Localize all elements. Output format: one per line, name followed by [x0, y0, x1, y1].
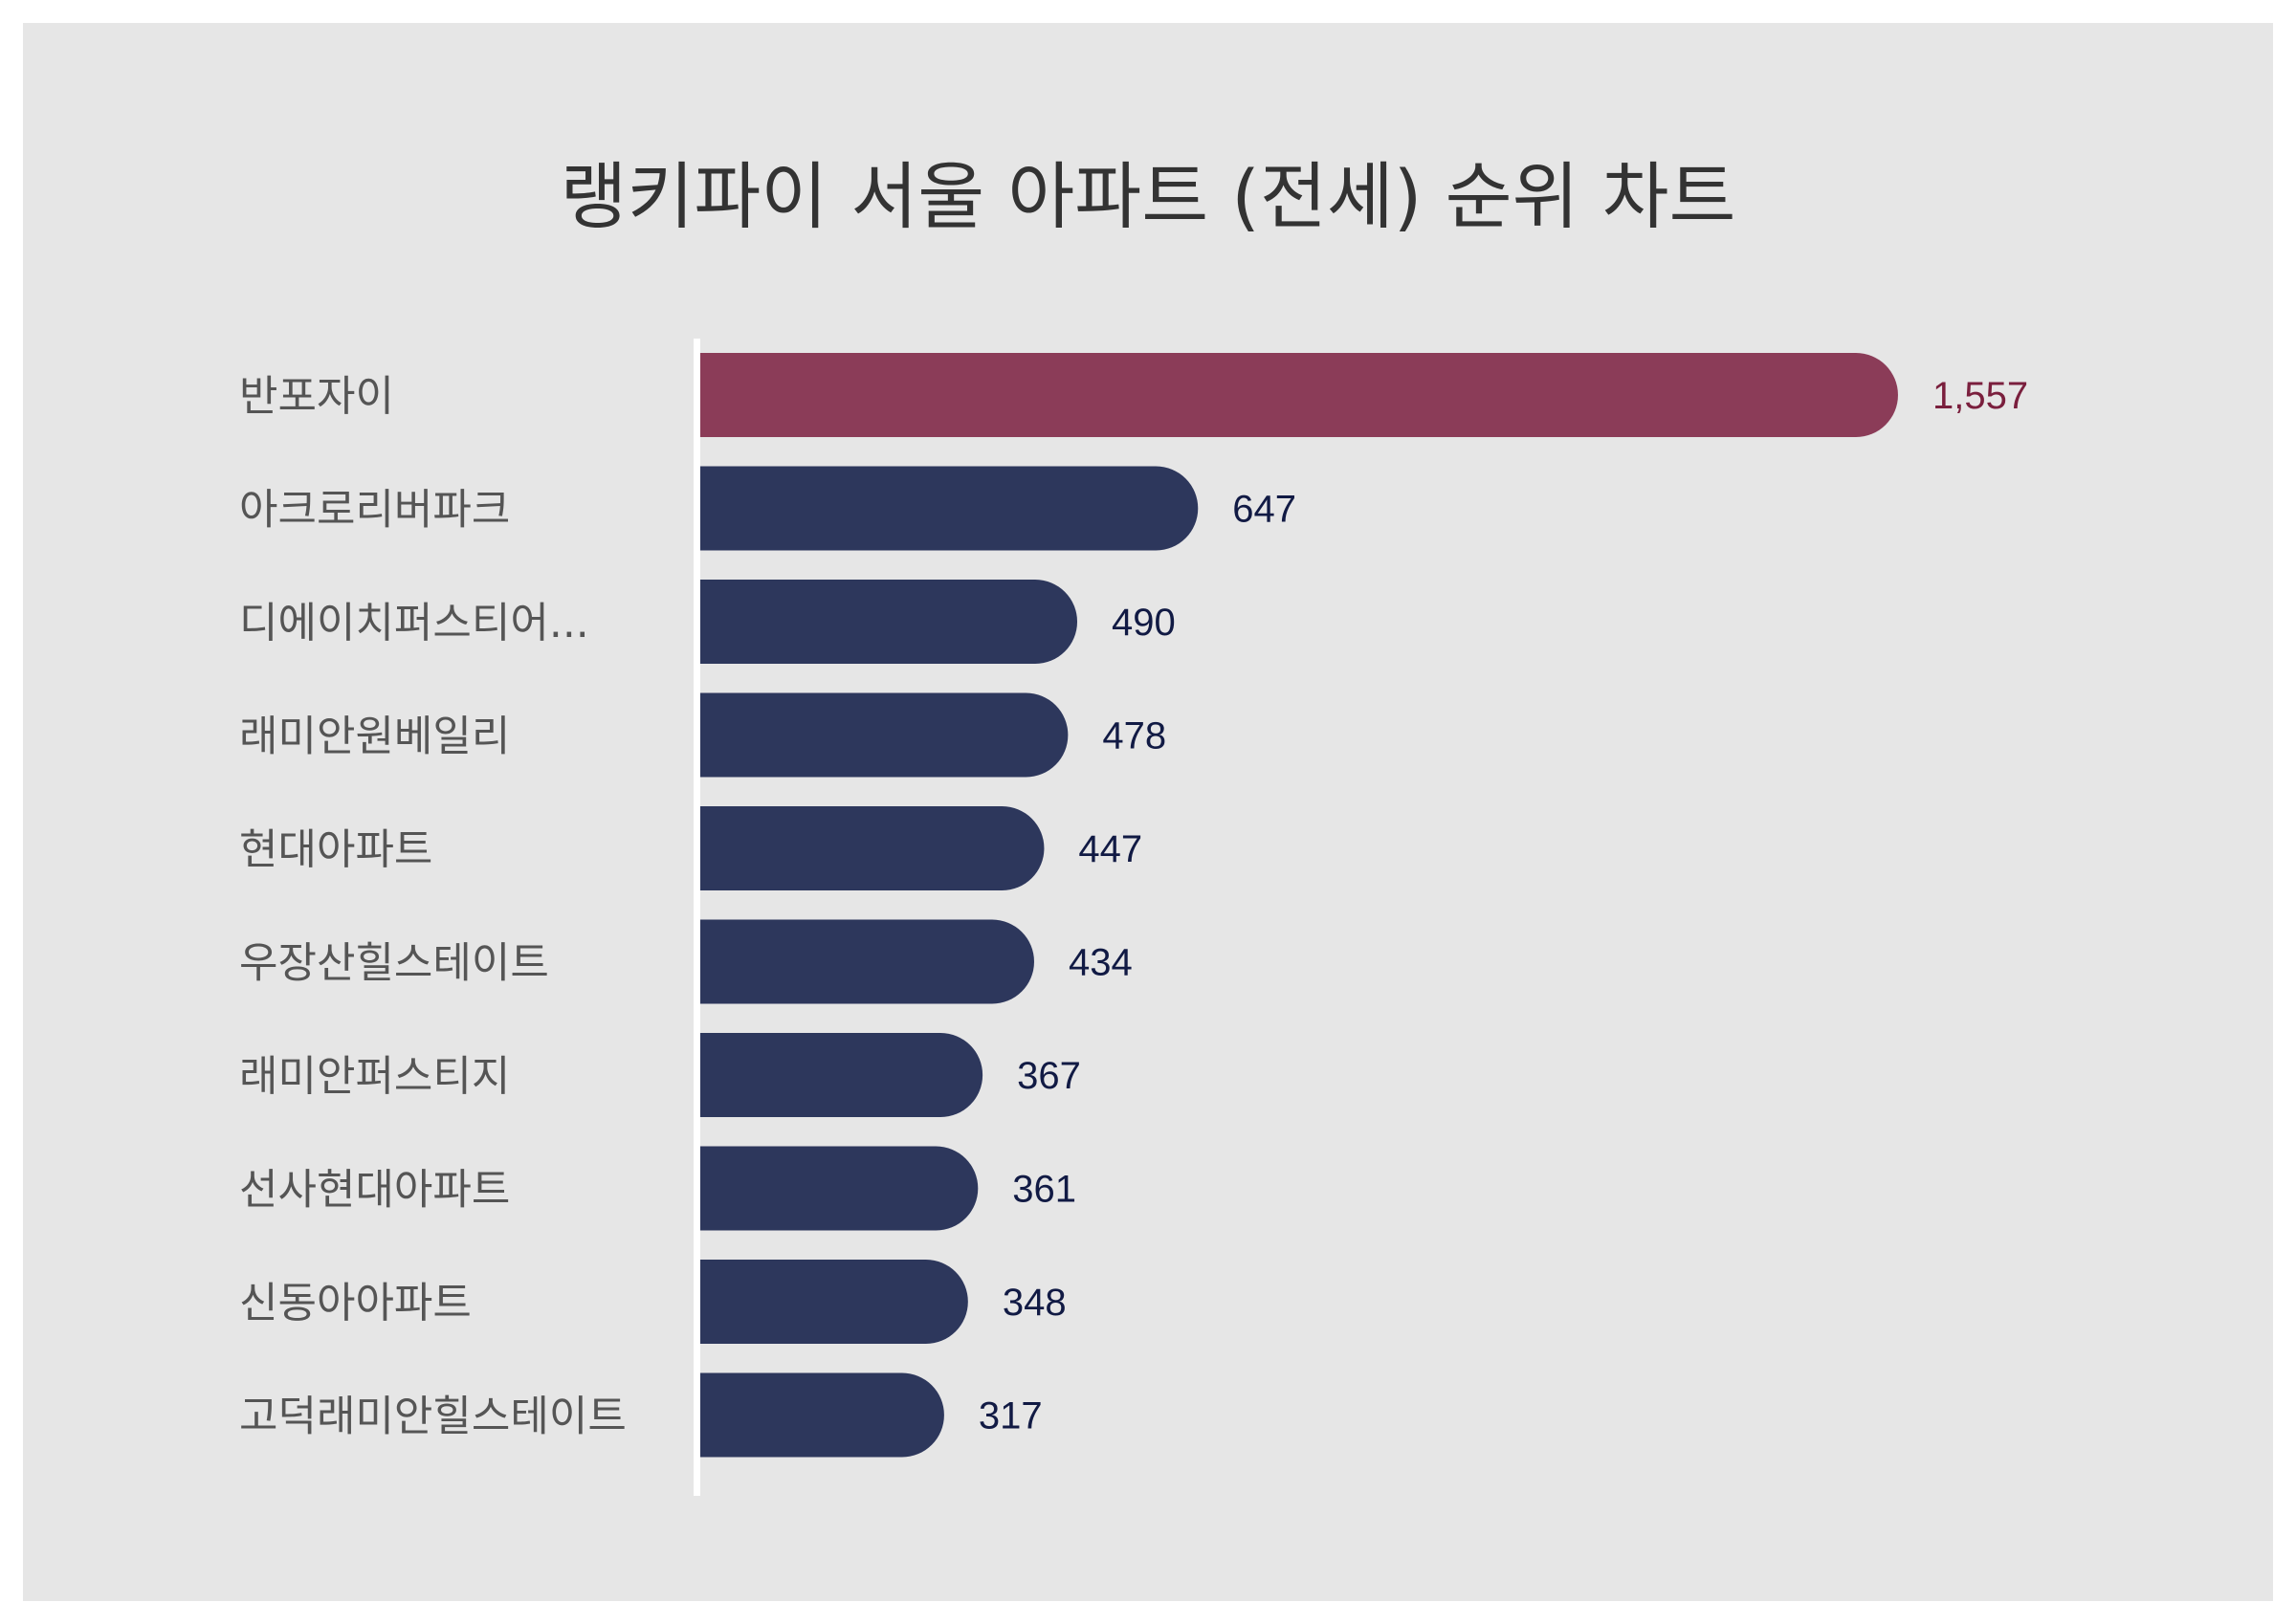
value-label: 317	[979, 1395, 1043, 1437]
bar	[700, 1146, 979, 1231]
bar	[700, 1260, 968, 1344]
value-label: 434	[1069, 942, 1133, 984]
category-label: 고덕래미안힐스테이트	[239, 1393, 627, 1441]
value-label: 361	[1012, 1169, 1076, 1211]
bar	[700, 1372, 944, 1458]
y-axis-line	[694, 339, 700, 1496]
category-label: 신동아아파트	[239, 1279, 472, 1328]
bar	[700, 806, 1045, 890]
bar	[700, 466, 1199, 551]
bars-layer: 반포자이 1,557 아크로리버파크 647 디에이치퍼스티어... 490 래미안원베일리…	[239, 353, 2028, 1458]
category-label: 우장산힐스테이트	[239, 939, 549, 988]
bar	[700, 1033, 983, 1117]
category-label: 래미안퍼스티지	[239, 1052, 510, 1101]
value-label: 490	[1112, 602, 1176, 644]
value-label: 647	[1232, 489, 1296, 531]
bar	[700, 353, 1898, 437]
category-label: 아크로리버파크	[239, 486, 510, 535]
category-label: 반포자이	[239, 372, 394, 421]
bar	[700, 580, 1078, 664]
bar	[700, 919, 1034, 1004]
value-label: 1,557	[1932, 375, 2028, 417]
category-label: 현대아파트	[239, 825, 432, 874]
category-label: 디에이치퍼스티어...	[239, 599, 589, 647]
value-label: 478	[1102, 715, 1166, 757]
value-label: 367	[1017, 1055, 1081, 1097]
chart-panel: 랭키파이 서울 아파트 (전세) 순위 차트 반포자이 1,557 아크로리버파크 6…	[23, 23, 2273, 1601]
category-label: 선사현대아파트	[239, 1166, 510, 1215]
bar	[700, 692, 1069, 778]
category-label: 래미안원베일리	[239, 713, 510, 761]
bar-chart: 랭키파이 서울 아파트 (전세) 순위 차트 반포자이 1,557 아크로리버파크 6…	[239, 154, 2028, 1496]
value-label: 447	[1078, 828, 1142, 870]
value-label: 348	[1003, 1282, 1067, 1324]
chart-title: 랭키파이 서울 아파트 (전세) 순위 차트	[561, 154, 1736, 239]
